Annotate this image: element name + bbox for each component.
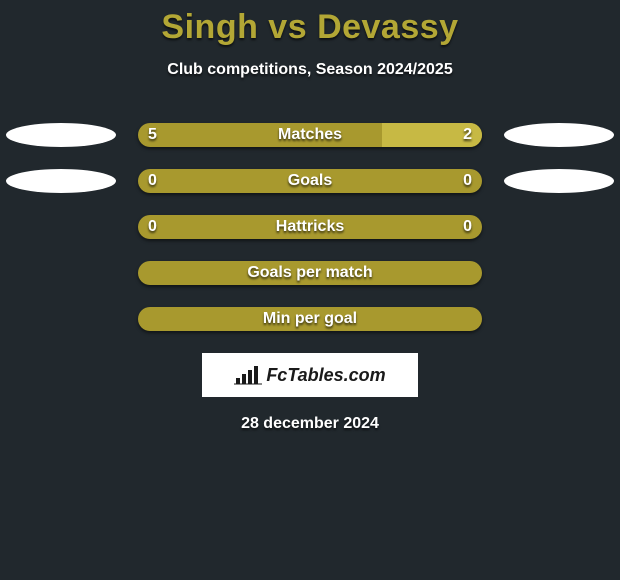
stat-bar: 5 2 Matches bbox=[138, 123, 482, 147]
stat-bar: Min per goal bbox=[138, 307, 482, 331]
stat-row: 5 2 Matches bbox=[0, 123, 620, 147]
stat-right-value: 0 bbox=[463, 172, 472, 190]
stat-bar: 0 0 Hattricks bbox=[138, 215, 482, 239]
stat-label: Matches bbox=[278, 126, 342, 144]
stat-row: 0 0 Hattricks bbox=[0, 215, 620, 239]
stat-row: Min per goal bbox=[0, 307, 620, 331]
logo-text: FcTables.com bbox=[266, 365, 385, 386]
stat-right-value: 2 bbox=[463, 126, 472, 144]
player-right-ellipse bbox=[504, 169, 614, 193]
stat-bar: Goals per match bbox=[138, 261, 482, 285]
stat-label: Goals bbox=[288, 172, 332, 190]
player-right-ellipse bbox=[504, 123, 614, 147]
logo-box: FcTables.com bbox=[202, 353, 418, 397]
date-text: 28 december 2024 bbox=[0, 415, 620, 433]
player-left-ellipse bbox=[6, 123, 116, 147]
stat-row: Goals per match bbox=[0, 261, 620, 285]
bars-icon bbox=[234, 364, 262, 386]
page-title: Singh vs Devassy bbox=[0, 0, 620, 47]
stat-left-value: 5 bbox=[148, 126, 157, 144]
stat-label: Hattricks bbox=[276, 218, 344, 236]
stat-label: Goals per match bbox=[247, 264, 372, 282]
stat-rows: 5 2 Matches 0 0 Goals 0 0 Hattricks Goals per mat… bbox=[0, 123, 620, 331]
stat-left-value: 0 bbox=[148, 172, 157, 190]
stat-left-value: 0 bbox=[148, 218, 157, 236]
stat-bar: 0 0 Goals bbox=[138, 169, 482, 193]
player-left-ellipse bbox=[6, 169, 116, 193]
stat-label: Min per goal bbox=[263, 310, 357, 328]
stat-right-value: 0 bbox=[463, 218, 472, 236]
stat-row: 0 0 Goals bbox=[0, 169, 620, 193]
subtitle: Club competitions, Season 2024/2025 bbox=[0, 61, 620, 79]
